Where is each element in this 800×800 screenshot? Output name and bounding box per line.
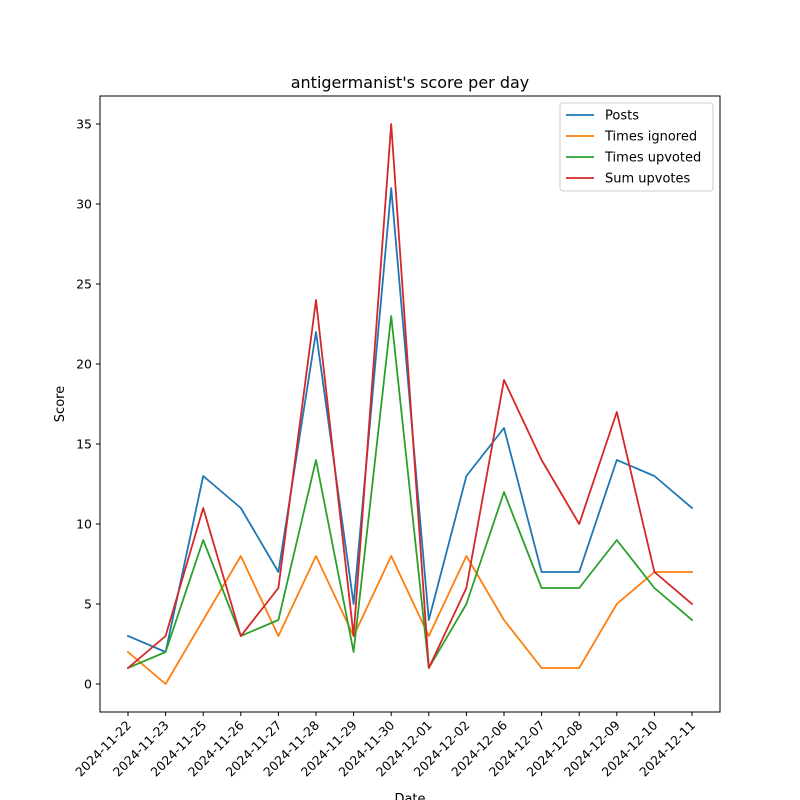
y-tick-label: 25	[76, 277, 92, 292]
y-tick-label: 35	[76, 117, 92, 132]
series-line-posts	[126, 187, 694, 653]
y-axis: 0 5 10 15 20 25 30 35	[76, 117, 100, 692]
y-axis-label: Score	[53, 386, 68, 422]
y-tick-label: 30	[76, 197, 92, 212]
legend-entry-label: Times upvoted	[604, 151, 701, 166]
y-tick-label: 5	[84, 597, 92, 612]
series-line-times-ignored	[126, 555, 693, 685]
plot-frame	[99, 95, 721, 713]
legend-entry-label: Times ignored	[604, 130, 697, 145]
series-line-sum-upvotes	[126, 123, 694, 670]
chart-title: antigermanist's score per day	[291, 73, 530, 92]
x-axis-label: Date	[394, 792, 425, 800]
legend-entry-label: Sum upvotes	[605, 172, 691, 187]
legend-box	[559, 102, 714, 192]
series-line-times-upvoted	[126, 315, 694, 670]
legend-entry-label: Posts	[605, 109, 639, 124]
y-tick-label: 0	[84, 677, 92, 692]
y-tick-label: 20	[76, 357, 92, 372]
legend: Posts Times ignored Times upvoted Sum upvot…	[559, 102, 714, 192]
y-tick-label: 15	[76, 437, 92, 452]
y-tick-label: 10	[76, 517, 92, 532]
series-layer	[126, 123, 694, 685]
x-axis: 2024-11-222024-11-232024-11-252024-11-26…	[72, 712, 698, 779]
